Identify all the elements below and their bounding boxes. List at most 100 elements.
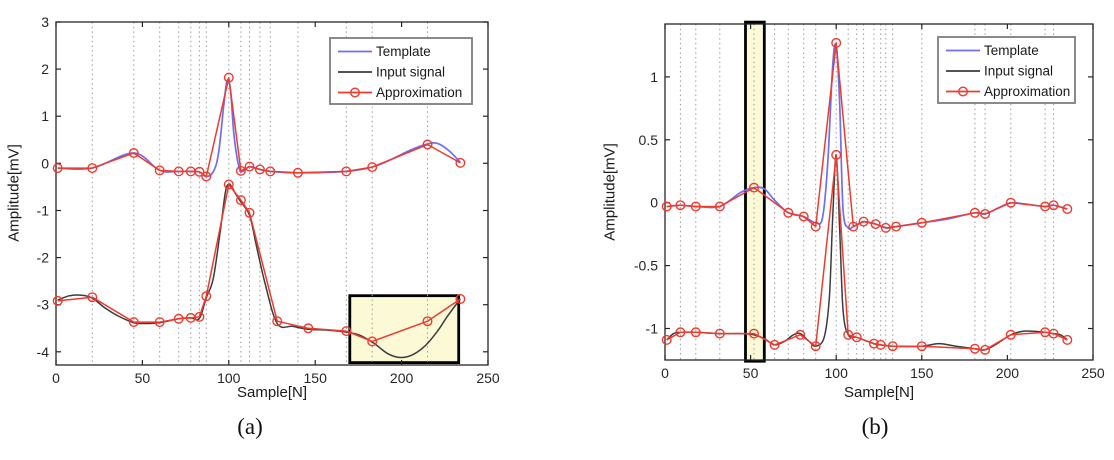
- approximation-marker: [880, 222, 891, 233]
- approximation-marker: [769, 339, 780, 350]
- x-tick-label: 100: [825, 365, 849, 381]
- approximation-marker: [455, 294, 466, 305]
- legend-item-label: Template: [376, 44, 431, 59]
- subplot-a: 0 50 100 150 200 250 3 2 1 0 -1 -2 -3 -4 Template Input…: [5, 14, 500, 439]
- approximation-marker: [52, 295, 63, 306]
- y-tick-label: 0: [41, 155, 49, 171]
- approximation-marker: [235, 165, 246, 176]
- approximation-marker: [194, 311, 205, 322]
- approximation-marker: [661, 201, 672, 212]
- approximation-marker: [690, 201, 701, 212]
- approximation-marker: [1005, 197, 1016, 208]
- approximation-marker: [969, 207, 980, 218]
- approximation-marker: [52, 163, 63, 174]
- approximation-marker: [341, 166, 352, 177]
- approximation-marker: [367, 162, 378, 173]
- approximation-marker: [831, 37, 842, 48]
- approximation-marker: [1062, 334, 1073, 345]
- subplot-b-caption: (b): [861, 414, 889, 439]
- series-approximation-line: [666, 154, 1068, 351]
- approximation-marker: [870, 219, 881, 230]
- approximation-marker: [661, 334, 672, 345]
- y-tick-label: -3: [37, 297, 50, 313]
- y-tick-label: -4: [37, 344, 50, 360]
- approximation-marker: [422, 316, 433, 327]
- approximation-marker: [223, 179, 234, 190]
- approximation-marker: [969, 343, 980, 354]
- approximation-marker: [810, 341, 821, 352]
- y-tick-label: 1: [41, 108, 49, 124]
- approximation-marker: [173, 313, 184, 324]
- x-tick-label: 200: [996, 365, 1020, 381]
- approximation-marker: [831, 149, 842, 160]
- series-approximation-line: [57, 183, 461, 343]
- approximation-marker: [851, 332, 862, 343]
- axes-frame: [664, 23, 1094, 361]
- approximation-marker: [748, 328, 759, 339]
- subplot-a-caption: (a): [237, 414, 263, 439]
- approximation-marker: [848, 221, 859, 232]
- approximation-marker: [303, 323, 314, 334]
- approximation-marker: [1005, 329, 1016, 340]
- x-tick-label: 50: [135, 370, 151, 386]
- approximation-marker: [675, 327, 686, 338]
- approximation-marker: [201, 291, 212, 302]
- approximation-marker: [868, 338, 879, 349]
- legend-item-label: Template: [984, 43, 1039, 58]
- approximation-marker: [798, 211, 809, 222]
- y-tick-label: 0.5: [639, 132, 659, 148]
- approximation-marker: [714, 328, 725, 339]
- x-tick-label: 250: [476, 370, 500, 386]
- approximation-marker: [154, 317, 165, 328]
- approximation-marker: [875, 339, 886, 350]
- approximation-marker: [916, 217, 927, 228]
- approximation-marker: [810, 221, 821, 232]
- legend-item-label: Input signal: [984, 64, 1053, 79]
- legend-item-label: Approximation: [376, 85, 462, 100]
- approximation-marker: [980, 344, 991, 355]
- approximation-marker: [154, 165, 165, 176]
- y-tick-label: -0.5: [634, 258, 658, 274]
- legend-marker-approximation: [350, 87, 361, 98]
- subplot-b-xlabel: Sample[N]: [843, 384, 915, 401]
- series-approximation-line: [666, 42, 1068, 229]
- approximation-marker: [748, 182, 759, 193]
- x-tick-label: 50: [743, 365, 759, 381]
- y-tick-label: -2: [37, 250, 50, 266]
- y-tick-label: 3: [41, 14, 49, 30]
- approximation-marker: [128, 317, 139, 328]
- subplot-b-ylabel: Amplitude[mV]: [601, 143, 619, 241]
- y-tick-label: -1: [646, 321, 659, 337]
- x-tick-label: 0: [52, 370, 60, 386]
- approximation-marker: [887, 341, 898, 352]
- approximation-marker: [1062, 203, 1073, 214]
- approximation-marker: [87, 163, 98, 174]
- x-tick-label: 150: [910, 365, 934, 381]
- approximation-marker: [422, 139, 433, 150]
- x-tick-label: 150: [304, 370, 328, 386]
- x-tick-label: 0: [661, 365, 669, 381]
- approximation-marker: [675, 200, 686, 211]
- approximation-marker: [714, 201, 725, 212]
- approximation-marker: [272, 316, 283, 327]
- approximation-marker: [292, 167, 303, 178]
- approximation-marker: [201, 171, 212, 182]
- y-tick-label: 1: [650, 69, 658, 85]
- subplot-a-ylabel: Amplitude[mV]: [5, 144, 23, 242]
- axes-frame: [55, 21, 489, 366]
- approximation-marker: [194, 166, 205, 177]
- approximation-marker: [254, 164, 265, 175]
- approximation-marker: [858, 216, 869, 227]
- x-tick-label: 250: [1081, 365, 1105, 381]
- y-tick-label: 2: [41, 61, 49, 77]
- approximation-marker: [795, 329, 806, 340]
- approximation-marker: [244, 207, 255, 218]
- approximation-marker: [173, 166, 184, 177]
- approximation-marker: [980, 208, 991, 219]
- approximation-marker: [891, 221, 902, 232]
- legend-item-label: Input signal: [376, 65, 445, 80]
- approximation-marker: [1048, 200, 1059, 211]
- approximation-marker: [223, 72, 234, 83]
- x-tick-label: 200: [390, 370, 414, 386]
